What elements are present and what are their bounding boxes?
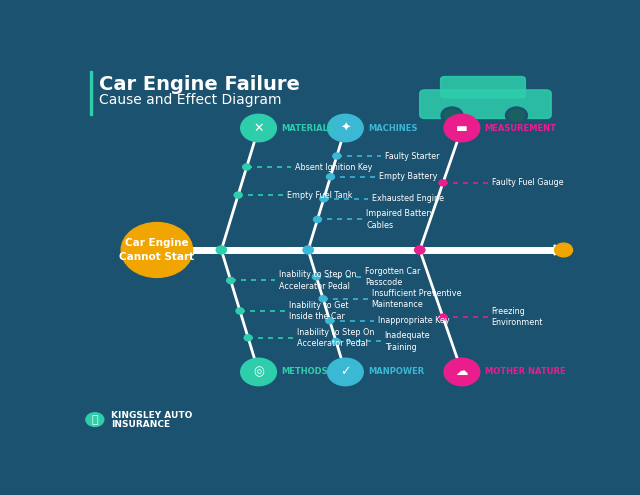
Text: MATERIALS: MATERIALS	[282, 124, 334, 133]
Text: Absent Ignition Key: Absent Ignition Key	[295, 162, 372, 172]
Circle shape	[320, 196, 328, 202]
Circle shape	[234, 192, 242, 198]
Circle shape	[506, 107, 527, 124]
Text: ✦: ✦	[340, 121, 351, 135]
Text: Inappropriate Key: Inappropriate Key	[378, 316, 450, 325]
Text: ◎: ◎	[253, 365, 264, 379]
Circle shape	[333, 153, 340, 159]
Text: Faulty Starter: Faulty Starter	[385, 151, 440, 160]
Circle shape	[241, 358, 276, 386]
Circle shape	[241, 114, 276, 142]
Circle shape	[509, 109, 524, 122]
Text: Car Engine
Cannot Start: Car Engine Cannot Start	[119, 238, 195, 262]
Text: ✕: ✕	[253, 121, 264, 135]
Circle shape	[121, 223, 193, 277]
Text: MEASUREMENT: MEASUREMENT	[484, 124, 557, 133]
Circle shape	[439, 314, 447, 320]
Circle shape	[319, 296, 327, 302]
Circle shape	[86, 413, 104, 427]
Circle shape	[227, 277, 235, 284]
Circle shape	[326, 318, 333, 324]
Text: Car Engine Failure: Car Engine Failure	[99, 75, 300, 94]
Circle shape	[555, 243, 573, 257]
FancyBboxPatch shape	[440, 77, 525, 98]
Circle shape	[326, 174, 335, 180]
FancyBboxPatch shape	[90, 71, 92, 115]
Circle shape	[441, 107, 463, 124]
Circle shape	[415, 246, 425, 254]
Text: Exhausted Engine: Exhausted Engine	[372, 194, 444, 203]
Text: Impaired Battery
Cables: Impaired Battery Cables	[366, 209, 435, 230]
Text: MACHINES: MACHINES	[368, 124, 417, 133]
Circle shape	[415, 246, 425, 254]
Text: Inability to Step On
Accelerator Pedal: Inability to Step On Accelerator Pedal	[279, 270, 356, 291]
Circle shape	[332, 339, 340, 345]
Text: KINGSLEY AUTO: KINGSLEY AUTO	[111, 411, 192, 420]
Circle shape	[328, 358, 364, 386]
Text: ☁: ☁	[456, 365, 468, 379]
Circle shape	[444, 114, 480, 142]
Circle shape	[312, 274, 320, 280]
Text: 🚘: 🚘	[92, 415, 98, 425]
Circle shape	[328, 114, 364, 142]
Text: Faulty Fuel Gauge: Faulty Fuel Gauge	[492, 178, 563, 188]
Circle shape	[216, 246, 227, 254]
Text: Forgotten Car
Passcode: Forgotten Car Passcode	[365, 267, 420, 287]
Circle shape	[444, 109, 460, 122]
Circle shape	[439, 180, 447, 186]
Text: Cause and Effect Diagram: Cause and Effect Diagram	[99, 93, 282, 107]
Circle shape	[314, 216, 321, 223]
Text: Empty Fuel Tank: Empty Fuel Tank	[287, 191, 352, 199]
Circle shape	[444, 358, 480, 386]
Text: Inability to Get
Inside the Car: Inability to Get Inside the Car	[289, 301, 348, 321]
Text: MOTHER NATURE: MOTHER NATURE	[484, 367, 565, 376]
Text: Insufficient Preventive
Maintenance: Insufficient Preventive Maintenance	[372, 289, 461, 309]
Text: Freezing
Environment: Freezing Environment	[492, 307, 543, 327]
Circle shape	[216, 246, 227, 254]
Text: Inadequate
Training: Inadequate Training	[385, 331, 430, 351]
Circle shape	[244, 335, 252, 341]
Text: Inability to Step On
Accelerator Pedal: Inability to Step On Accelerator Pedal	[297, 328, 374, 348]
Text: MANPOWER: MANPOWER	[368, 367, 424, 376]
Text: METHODS: METHODS	[282, 367, 328, 376]
FancyBboxPatch shape	[420, 90, 551, 118]
Text: Empty Battery: Empty Battery	[379, 172, 438, 181]
Text: ▬: ▬	[456, 121, 468, 135]
Circle shape	[303, 246, 313, 254]
Circle shape	[243, 164, 251, 170]
Text: INSURANCE: INSURANCE	[111, 420, 170, 429]
Text: ✓: ✓	[340, 365, 351, 379]
Circle shape	[236, 308, 244, 314]
Circle shape	[303, 246, 313, 254]
